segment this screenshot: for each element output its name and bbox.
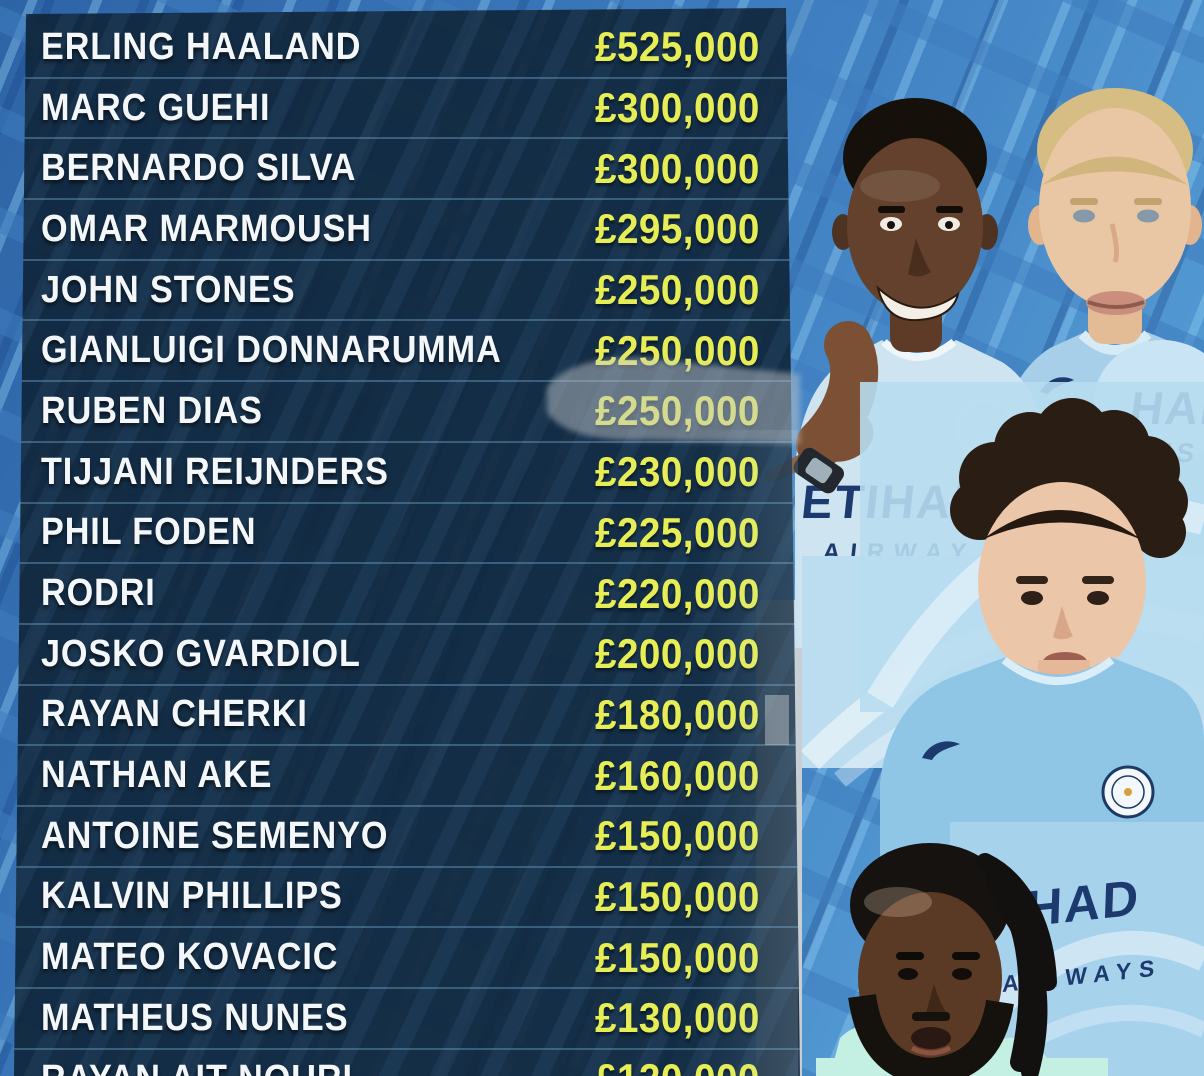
table-row: RUBEN DIAS £250,000 (14, 382, 800, 443)
table-row: RODRI £220,000 (14, 564, 800, 625)
player-wage: £220,000 (595, 569, 760, 617)
player-wage: £150,000 (595, 872, 760, 920)
player-wage: £150,000 (595, 812, 760, 860)
table-row: TIJJANI REIJNDERS £230,000 (14, 443, 800, 504)
player-name: RUBEN DIAS (41, 389, 263, 432)
player-name: MARC GUEHI (41, 86, 271, 129)
player-name: TIJJANI REIJNDERS (41, 450, 389, 493)
player-name: RAYAN AIT-NOURI (41, 1058, 353, 1076)
player-name: NATHAN AKE (41, 754, 273, 797)
player-wage: £130,000 (595, 994, 760, 1042)
player-name: ERLING HAALAND (41, 25, 362, 68)
table-row: NATHAN AKE £160,000 (14, 746, 800, 807)
player-name: GIANLUIGI DONNARUMMA (41, 329, 502, 372)
player-wage: £180,000 (595, 690, 760, 738)
table-row: RAYAN AIT-NOURI £120,000 (14, 1050, 800, 1076)
player-wage: £300,000 (595, 144, 760, 192)
table-row: MARC GUEHI £300,000 (14, 79, 800, 140)
player-name: RODRI (41, 572, 156, 615)
player-wage: £250,000 (595, 326, 760, 374)
player-wage: £300,000 (595, 84, 760, 132)
player-name: MATEO KOVACIC (41, 936, 339, 979)
watch (793, 447, 845, 494)
wage-table-panel: ERLING HAALAND £525,000 MARC GUEHI £300,… (14, 8, 800, 1076)
player-name: KALVIN PHILLIPS (41, 875, 343, 918)
player-name: MATHEUS NUNES (41, 996, 349, 1039)
table-row: ANTOINE SEMENYO £150,000 (14, 807, 800, 868)
table-row: JOSKO GVARDIOL £200,000 (14, 625, 800, 686)
player-wage: £295,000 (595, 205, 760, 253)
player-wage: £120,000 (595, 1055, 760, 1076)
table-row: PHIL FODEN £225,000 (14, 504, 800, 565)
player-name: PHIL FODEN (41, 511, 257, 554)
player-wage: £160,000 (595, 751, 760, 799)
player-wage: £250,000 (595, 387, 760, 435)
table-row: MATEO KOVACIC £150,000 (14, 928, 800, 989)
table-row: JOHN STONES £250,000 (14, 261, 800, 322)
table-row: RAYAN CHERKI £180,000 (14, 686, 800, 747)
city-badge (1101, 765, 1155, 819)
player-wage: £230,000 (595, 448, 760, 496)
wage-table-rows: ERLING HAALAND £525,000 MARC GUEHI £300,… (14, 18, 800, 1076)
player-name: JOHN STONES (41, 268, 296, 311)
table-row: OMAR MARMOUSH £295,000 (14, 200, 800, 261)
player-name: RAYAN CHERKI (41, 693, 308, 736)
player-name: OMAR MARMOUSH (41, 207, 372, 250)
player-wage: £200,000 (595, 630, 760, 678)
player-name: ANTOINE SEMENYO (41, 814, 389, 857)
table-row: BERNARDO SILVA £300,000 (14, 139, 800, 201)
player-name: BERNARDO SILVA (41, 147, 357, 190)
table-row: GIANLUIGI DONNARUMMA £250,000 (14, 321, 800, 383)
player-wage: £150,000 (595, 933, 760, 981)
player-name: JOSKO GVARDIOL (41, 632, 361, 675)
player-wage: £250,000 (595, 266, 760, 314)
table-row: KALVIN PHILLIPS £150,000 (14, 868, 800, 929)
player-wage: £225,000 (595, 508, 760, 556)
photo-semenyo: IHAD AIRWAYS (816, 822, 1204, 1076)
player-wage: £525,000 (595, 23, 760, 71)
table-row: MATHEUS NUNES £130,000 (14, 989, 800, 1050)
table-row: ERLING HAALAND £525,000 (14, 18, 800, 79)
